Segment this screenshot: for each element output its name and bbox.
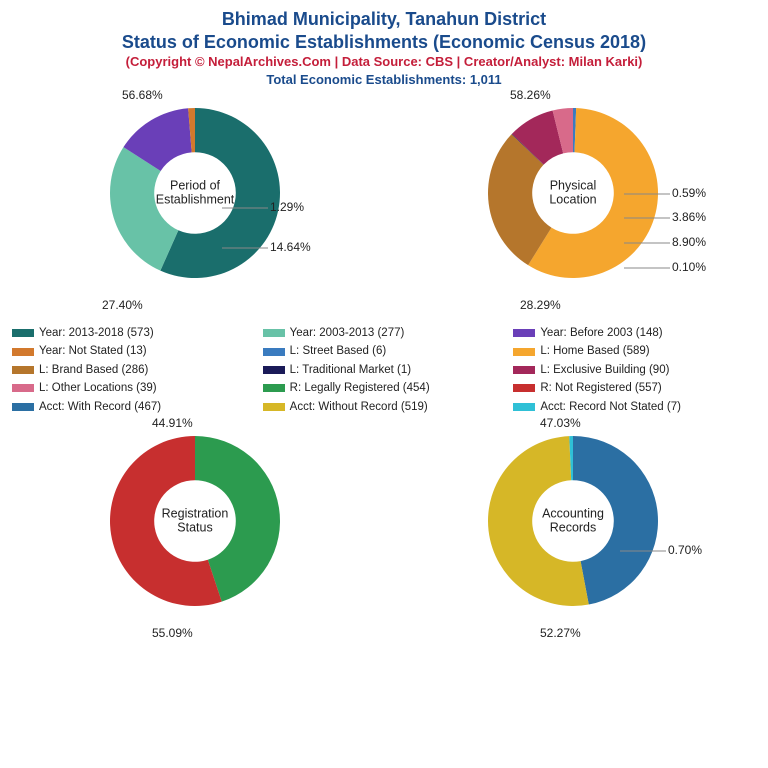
- legend-swatch: [12, 403, 34, 411]
- legend-item: R: Not Registered (557): [513, 379, 756, 397]
- title-line-2: Status of Economic Establishments (Econo…: [12, 31, 756, 54]
- legend-label: Acct: Record Not Stated (7): [540, 398, 681, 416]
- donut-center-label: AccountingRecords: [528, 507, 618, 536]
- legend-label: L: Other Locations (39): [39, 379, 157, 397]
- chart-registration: RegistrationStatus 44.91% 55.09%: [12, 418, 378, 648]
- legend-item: L: Brand Based (286): [12, 361, 255, 379]
- pct-label: 44.91%: [152, 416, 193, 430]
- title-line-1: Bhimad Municipality, Tanahun District: [12, 8, 756, 31]
- total-line: Total Economic Establishments: 1,011: [12, 71, 756, 89]
- legend-swatch: [263, 348, 285, 356]
- legend-swatch: [12, 329, 34, 337]
- legend-label: Acct: Without Record (519): [290, 398, 428, 416]
- chart-location: PhysicalLocation 58.26%0.59%3.86%8.90%0.…: [390, 90, 756, 320]
- legend-swatch: [513, 403, 535, 411]
- pct-label: 56.68%: [122, 88, 163, 102]
- legend-swatch: [513, 329, 535, 337]
- legend-swatch: [12, 366, 34, 374]
- legend-label: L: Brand Based (286): [39, 361, 148, 379]
- pct-label: 58.26%: [510, 88, 551, 102]
- legend-label: L: Home Based (589): [540, 342, 649, 360]
- legend-swatch: [12, 348, 34, 356]
- legend-label: R: Not Registered (557): [540, 379, 661, 397]
- legend-label: Acct: With Record (467): [39, 398, 161, 416]
- legend-swatch: [513, 348, 535, 356]
- legend-swatch: [263, 403, 285, 411]
- pct-label: 47.03%: [540, 416, 581, 430]
- pct-label: 55.09%: [152, 626, 193, 640]
- legend-label: Year: 2003-2013 (277): [290, 324, 405, 342]
- legend-label: Year: Not Stated (13): [39, 342, 147, 360]
- legend-item: Year: 2003-2013 (277): [263, 324, 506, 342]
- legend-label: L: Exclusive Building (90): [540, 361, 669, 379]
- legend-swatch: [513, 384, 535, 392]
- legend-item: Year: 2013-2018 (573): [12, 324, 255, 342]
- charts-grid: Period ofEstablishment 56.68%27.40%14.64…: [12, 90, 756, 320]
- legend-label: L: Street Based (6): [290, 342, 387, 360]
- chart-accounting: AccountingRecords 47.03%0.70%52.27%: [390, 418, 756, 648]
- legend-item: L: Home Based (589): [513, 342, 756, 360]
- legend-item: L: Exclusive Building (90): [513, 361, 756, 379]
- legend-item: L: Other Locations (39): [12, 379, 255, 397]
- charts-grid-bottom: RegistrationStatus 44.91% 55.09% Accounti…: [12, 418, 756, 648]
- legend-item: L: Traditional Market (1): [263, 361, 506, 379]
- legend-item: Year: Not Stated (13): [12, 342, 255, 360]
- title-block: Bhimad Municipality, Tanahun District St…: [12, 8, 756, 88]
- legend: Year: 2013-2018 (573)Year: Not Stated (1…: [12, 324, 756, 416]
- legend-item: Acct: With Record (467): [12, 398, 255, 416]
- chart-period: Period ofEstablishment 56.68%27.40%14.64…: [12, 90, 378, 320]
- legend-swatch: [263, 384, 285, 392]
- legend-item: R: Legally Registered (454): [263, 379, 506, 397]
- legend-item: Year: Before 2003 (148): [513, 324, 756, 342]
- legend-label: R: Legally Registered (454): [290, 379, 430, 397]
- copyright-line: (Copyright © NepalArchives.Com | Data So…: [12, 53, 756, 71]
- legend-label: Year: 2013-2018 (573): [39, 324, 154, 342]
- legend-label: L: Traditional Market (1): [290, 361, 411, 379]
- legend-swatch: [12, 384, 34, 392]
- donut-center-label: Period ofEstablishment: [150, 179, 240, 208]
- donut-accounting: AccountingRecords: [488, 436, 658, 606]
- legend-item: Acct: Record Not Stated (7): [513, 398, 756, 416]
- donut-registration: RegistrationStatus: [110, 436, 280, 606]
- donut-center-label: PhysicalLocation: [528, 179, 618, 208]
- legend-item: L: Street Based (6): [263, 342, 506, 360]
- legend-swatch: [513, 366, 535, 374]
- donut-center-label: RegistrationStatus: [150, 507, 240, 536]
- donut-period: Period ofEstablishment: [110, 108, 280, 278]
- pct-label: 52.27%: [540, 626, 581, 640]
- legend-swatch: [263, 366, 285, 374]
- legend-swatch: [263, 329, 285, 337]
- legend-item: Acct: Without Record (519): [263, 398, 506, 416]
- pct-label: 28.29%: [520, 298, 561, 312]
- legend-label: Year: Before 2003 (148): [540, 324, 662, 342]
- pct-label: 27.40%: [102, 298, 143, 312]
